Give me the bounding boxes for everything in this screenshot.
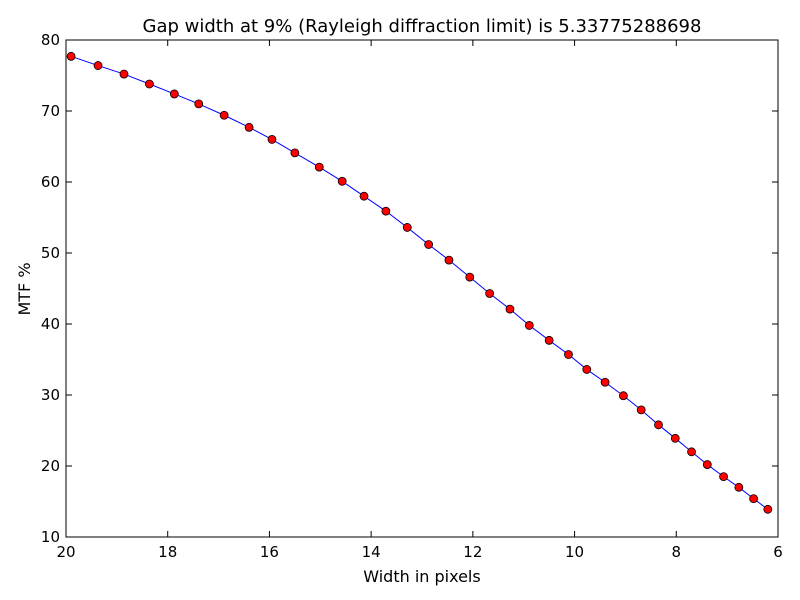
data-point xyxy=(485,289,495,298)
x-tick-label: 20 xyxy=(56,543,75,561)
data-point xyxy=(544,335,554,345)
data-point xyxy=(600,377,610,387)
data-point xyxy=(618,391,628,401)
data-point xyxy=(763,504,773,514)
y-tick-label: 30 xyxy=(41,386,60,404)
y-tick-label: 40 xyxy=(41,315,60,333)
y-tick-label: 20 xyxy=(41,457,60,475)
x-tick-label: 12 xyxy=(463,543,482,561)
x-tick-label: 16 xyxy=(260,543,279,561)
data-point xyxy=(424,240,434,249)
data-point xyxy=(267,134,277,144)
series-line xyxy=(70,55,769,510)
data-point xyxy=(219,110,229,120)
data-point xyxy=(244,122,254,132)
data-point xyxy=(524,321,534,330)
data-point xyxy=(749,494,758,504)
x-tick-label: 6 xyxy=(773,543,783,561)
data-point xyxy=(290,148,300,158)
data-point xyxy=(444,255,454,265)
data-point xyxy=(314,162,324,172)
data-point xyxy=(636,405,646,415)
data-point xyxy=(402,223,412,232)
data-point xyxy=(734,482,744,492)
data-point xyxy=(359,191,369,201)
data-point xyxy=(66,51,76,61)
data-point xyxy=(337,176,347,186)
data-point xyxy=(670,433,680,443)
data-point xyxy=(381,206,391,216)
data-point xyxy=(582,365,592,374)
plot-area xyxy=(66,51,773,514)
y-tick-label: 60 xyxy=(41,173,60,191)
y-tick-label: 50 xyxy=(41,244,60,262)
data-point xyxy=(194,99,204,109)
y-tick-label: 80 xyxy=(41,31,60,49)
x-tick-label: 18 xyxy=(158,543,177,561)
y-tick-label: 70 xyxy=(41,102,60,120)
x-axis-label: Width in pixels xyxy=(363,567,480,586)
data-point xyxy=(654,420,663,430)
data-point xyxy=(505,304,515,314)
y-axis-label: MTF % xyxy=(15,262,34,315)
x-tick-label: 8 xyxy=(672,543,682,561)
y-tick-label: 10 xyxy=(41,528,60,546)
data-point xyxy=(93,61,103,70)
data-point xyxy=(687,447,696,457)
data-point xyxy=(719,472,728,482)
data-point xyxy=(702,460,712,469)
data-point xyxy=(145,79,154,89)
data-point xyxy=(169,89,179,99)
x-tick-label: 14 xyxy=(362,543,381,561)
data-point xyxy=(564,350,573,359)
axes-frame xyxy=(65,39,779,538)
data-point xyxy=(465,272,475,282)
chart-title: Gap width at 9% (Rayleigh diffraction li… xyxy=(143,16,702,37)
x-tick-label: 10 xyxy=(565,543,584,561)
data-point xyxy=(119,69,129,79)
